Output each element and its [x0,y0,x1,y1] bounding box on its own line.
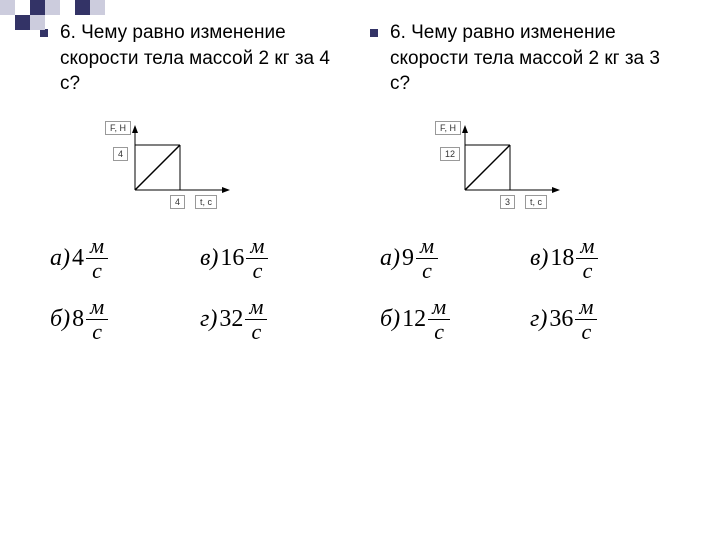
answer-value: 18 [550,245,574,272]
unit-denominator: с [252,320,262,343]
answer-grid: а)9мсв)18мсб)12мсг)36мс [370,235,680,357]
deco-cell [15,0,30,15]
answer-letter: г) [530,306,547,333]
x-axis-label: t, c [195,195,217,209]
answer-option: а)4мс [50,235,200,282]
answer-unit: мс [576,235,598,282]
unit-numerator: м [428,296,450,320]
answer-unit: мс [575,296,597,343]
deco-cell [15,15,30,30]
question-text: 6. Чему равно изменение скорости тела ма… [390,20,680,97]
answer-option: в)18мс [530,235,680,282]
bullet-icon [40,29,48,37]
answer-grid: а)4мсв)16мсб)8мсг)32мс [40,235,350,357]
answer-value: 32 [219,306,243,333]
unit-numerator: м [576,235,598,259]
answer-value: 36 [549,306,573,333]
deco-cell [30,0,45,15]
force-time-chart: F, H 12 3 t, c [410,115,590,215]
answer-unit: мс [86,296,108,343]
deco-cell [45,0,60,15]
unit-denominator: с [253,259,263,282]
chart-container: F, H 4 4 t, c [80,115,350,215]
answer-option: г)32мс [200,296,350,343]
answer-value: 12 [402,306,426,333]
question-text: 6. Чему равно изменение скорости тела ма… [60,20,350,97]
answer-option: в)16мс [200,235,350,282]
deco-cell [90,0,105,15]
unit-denominator: с [582,320,592,343]
content-area: 6. Чему равно изменение скорости тела ма… [0,0,720,357]
x-tick-label: 4 [170,195,185,209]
unit-numerator: м [86,235,108,259]
answer-value: 16 [220,245,244,272]
answer-unit: мс [86,235,108,282]
force-time-chart: F, H 4 4 t, c [80,115,260,215]
answer-unit: мс [245,296,267,343]
deco-cell [60,0,75,15]
y-axis-label: F, H [105,121,131,135]
y-tick-label: 4 [113,147,128,161]
answer-option: б)8мс [50,296,200,343]
chart-container: F, H 12 3 t, c [410,115,680,215]
answer-unit: мс [246,235,268,282]
right-column: 6. Чему равно изменение скорости тела ма… [360,20,690,357]
answer-letter: а) [380,245,400,272]
answer-letter: б) [380,306,400,333]
bullet-icon [370,29,378,37]
unit-denominator: с [434,320,444,343]
unit-denominator: с [92,259,102,282]
unit-denominator: с [92,320,102,343]
answer-value: 8 [72,306,84,333]
unit-denominator: с [583,259,593,282]
answer-unit: мс [428,296,450,343]
answer-letter: в) [200,245,218,272]
x-axis-label: t, c [525,195,547,209]
unit-numerator: м [245,296,267,320]
x-tick-label: 3 [500,195,515,209]
y-axis-label: F, H [435,121,461,135]
answer-option: б)12мс [380,296,530,343]
deco-cell [0,0,15,15]
question-block: 6. Чему равно изменение скорости тела ма… [370,20,680,97]
answer-value: 4 [72,245,84,272]
deco-cell [75,0,90,15]
unit-numerator: м [575,296,597,320]
unit-numerator: м [86,296,108,320]
deco-cell [30,15,45,30]
answer-unit: мс [416,235,438,282]
answer-value: 9 [402,245,414,272]
unit-numerator: м [246,235,268,259]
answer-letter: б) [50,306,70,333]
unit-numerator: м [416,235,438,259]
deco-cell [0,15,15,30]
answer-letter: в) [530,245,548,272]
answer-option: а)9мс [380,235,530,282]
answer-letter: а) [50,245,70,272]
unit-denominator: с [422,259,432,282]
answer-letter: г) [200,306,217,333]
left-column: 6. Чему равно изменение скорости тела ма… [30,20,360,357]
answer-option: г)36мс [530,296,680,343]
y-tick-label: 12 [440,147,460,161]
question-block: 6. Чему равно изменение скорости тела ма… [40,20,350,97]
